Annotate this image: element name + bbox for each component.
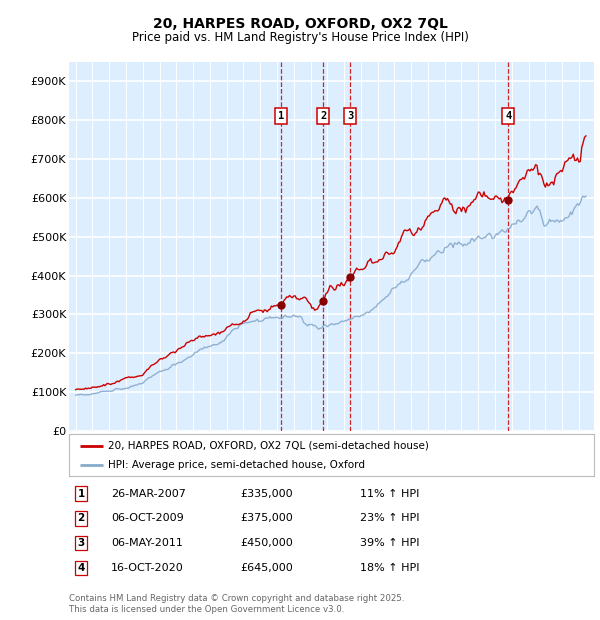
- Text: Price paid vs. HM Land Registry's House Price Index (HPI): Price paid vs. HM Land Registry's House …: [131, 31, 469, 44]
- Text: 06-OCT-2009: 06-OCT-2009: [111, 513, 184, 523]
- Text: 2: 2: [320, 112, 326, 122]
- Text: 4: 4: [505, 112, 511, 122]
- Text: £450,000: £450,000: [240, 538, 293, 548]
- Text: £645,000: £645,000: [240, 563, 293, 573]
- Text: 16-OCT-2020: 16-OCT-2020: [111, 563, 184, 573]
- Text: Contains HM Land Registry data © Crown copyright and database right 2025.: Contains HM Land Registry data © Crown c…: [69, 593, 404, 603]
- Text: 2: 2: [77, 513, 85, 523]
- Text: 3: 3: [347, 112, 353, 122]
- Text: 18% ↑ HPI: 18% ↑ HPI: [360, 563, 419, 573]
- Text: 20, HARPES ROAD, OXFORD, OX2 7QL (semi-detached house): 20, HARPES ROAD, OXFORD, OX2 7QL (semi-d…: [109, 441, 429, 451]
- Text: 39% ↑ HPI: 39% ↑ HPI: [360, 538, 419, 548]
- Text: HPI: Average price, semi-detached house, Oxford: HPI: Average price, semi-detached house,…: [109, 460, 365, 470]
- Text: 23% ↑ HPI: 23% ↑ HPI: [360, 513, 419, 523]
- Text: 1: 1: [278, 112, 284, 122]
- Text: £335,000: £335,000: [240, 489, 293, 498]
- Text: 26-MAR-2007: 26-MAR-2007: [111, 489, 186, 498]
- Text: 11% ↑ HPI: 11% ↑ HPI: [360, 489, 419, 498]
- Text: This data is licensed under the Open Government Licence v3.0.: This data is licensed under the Open Gov…: [69, 604, 344, 614]
- Text: £375,000: £375,000: [240, 513, 293, 523]
- Text: 4: 4: [77, 563, 85, 573]
- Text: 1: 1: [77, 489, 85, 498]
- Text: 20, HARPES ROAD, OXFORD, OX2 7QL: 20, HARPES ROAD, OXFORD, OX2 7QL: [152, 17, 448, 32]
- Text: 06-MAY-2011: 06-MAY-2011: [111, 538, 183, 548]
- Text: 3: 3: [77, 538, 85, 548]
